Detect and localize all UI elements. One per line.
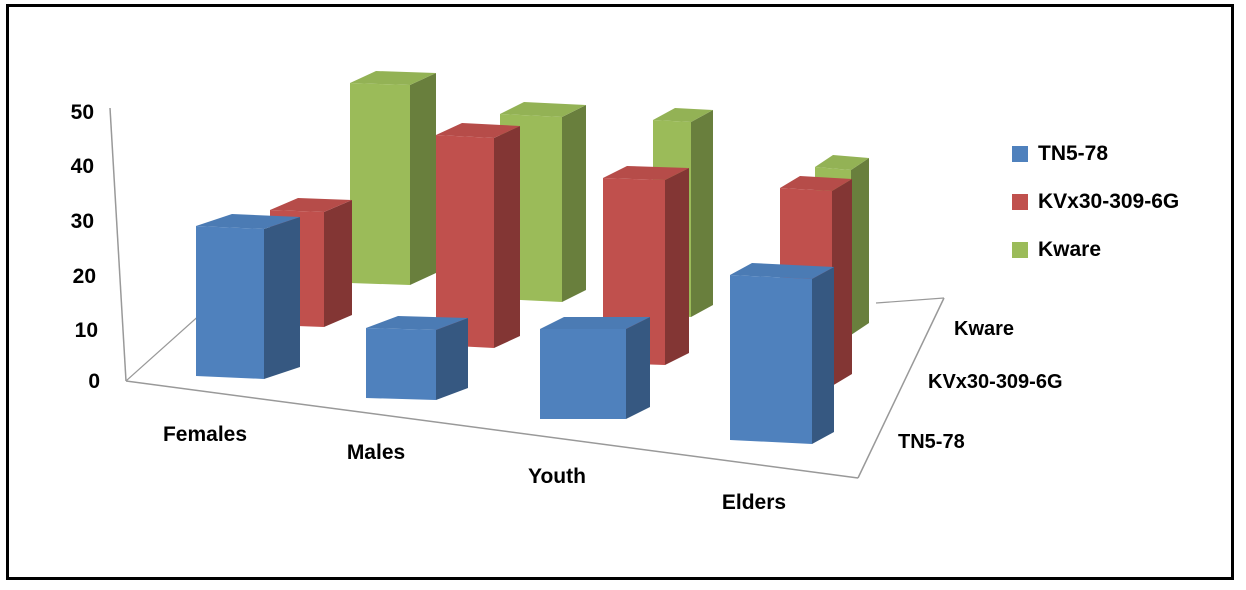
bar-top-face	[653, 108, 713, 122]
legend-swatch	[1012, 146, 1028, 162]
bar	[540, 317, 650, 419]
depth-label: KVx30-309-6G	[928, 371, 1063, 393]
bar	[366, 316, 468, 400]
depth-labels: TN5-78 KVx30-309-6G Kware	[898, 318, 1063, 453]
bar	[350, 71, 436, 285]
bar-side-face	[264, 217, 300, 379]
depth-label: TN5-78	[898, 431, 965, 453]
bar-top-face	[366, 316, 468, 330]
bar-top-face	[350, 71, 436, 85]
bar-front-face	[366, 328, 436, 400]
category-label: Youth	[528, 465, 586, 488]
bar-front-face	[730, 275, 812, 444]
y-tick-labels: 0 10 20 30 40 50	[71, 101, 100, 393]
category-label: Males	[347, 441, 405, 464]
bar-top-face	[436, 123, 520, 138]
legend-item: Kware	[1012, 226, 1179, 274]
y-tick-label: 10	[75, 319, 98, 342]
bar-top-face	[270, 198, 352, 212]
bar-side-face	[436, 318, 468, 400]
bars	[196, 71, 869, 444]
bar-top-face	[603, 166, 689, 180]
legend-label: TN5-78	[1038, 142, 1109, 165]
bar-top-face	[196, 214, 300, 229]
bar	[730, 263, 834, 444]
bar-side-face	[410, 73, 436, 285]
bar	[436, 123, 520, 348]
category-labels: Females Males Youth Elders	[163, 423, 786, 514]
bar-top-face	[730, 263, 834, 279]
y-tick-label: 40	[71, 155, 94, 178]
depth-axis-line	[857, 297, 945, 479]
bar-side-face	[832, 179, 852, 386]
y-tick-label: 0	[88, 370, 100, 393]
legend-swatch	[1012, 194, 1028, 210]
y-axis-line	[109, 107, 127, 382]
bar-front-face	[436, 135, 494, 348]
y-tick-label: 50	[71, 101, 94, 124]
axes	[109, 107, 945, 479]
legend: TN5-78 KVx30-309-6G Kware	[1012, 130, 1179, 274]
category-label: Elders	[722, 491, 786, 514]
y-tick-label: 30	[71, 210, 94, 233]
legend-swatch	[1012, 242, 1028, 258]
bar-side-face	[324, 200, 352, 327]
bar	[196, 214, 300, 379]
depth-label: Kware	[954, 318, 1014, 340]
bar-top-face	[540, 317, 650, 329]
bar-top-face	[780, 176, 852, 191]
y-tick-label: 20	[73, 265, 96, 288]
bar-top-face	[500, 102, 586, 117]
bar-side-face	[851, 158, 869, 335]
legend-item: TN5-78	[1012, 130, 1179, 178]
bar-side-face	[626, 317, 650, 419]
floor-right-edge	[875, 297, 945, 304]
legend-item: KVx30-309-6G	[1012, 178, 1179, 226]
bar-side-face	[562, 105, 586, 302]
bar-side-face	[691, 110, 713, 317]
bar-front-face	[196, 226, 264, 379]
bar-side-face	[665, 168, 689, 365]
x-axis-line	[125, 380, 859, 479]
bar-front-face	[350, 83, 410, 285]
category-label: Females	[163, 423, 247, 446]
bar-top-face	[815, 155, 869, 170]
bar-front-face	[540, 329, 626, 419]
bar-side-face	[494, 126, 520, 348]
bar-side-face	[812, 267, 834, 444]
legend-label: Kware	[1038, 238, 1102, 261]
legend-label: KVx30-309-6G	[1038, 190, 1180, 213]
